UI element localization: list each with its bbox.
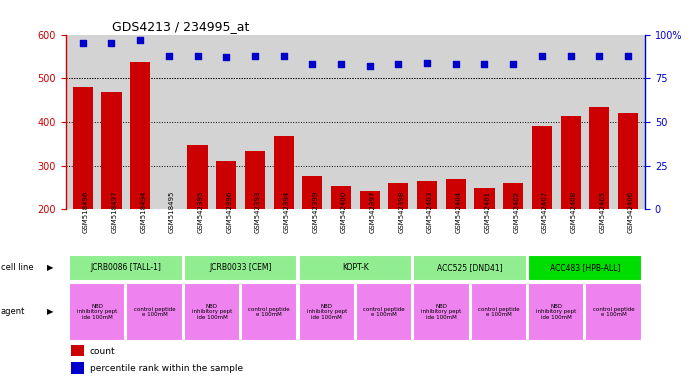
Point [192, 53, 203, 59]
Bar [299, 255, 412, 281]
Text: NBD
inhibitory pept
ide 100mM: NBD inhibitory pept ide 100mM [536, 304, 576, 320]
Bar [471, 283, 527, 341]
Point [106, 40, 117, 46]
Text: agent: agent [1, 308, 25, 316]
Bar [589, 107, 609, 297]
Text: control peptide
e 100mM: control peptide e 100mM [248, 306, 290, 318]
Bar [388, 183, 408, 297]
Text: NBD
inhibitory pept
ide 100mM: NBD inhibitory pept ide 100mM [306, 304, 347, 320]
Text: KOPT-K: KOPT-K [342, 263, 368, 272]
Point [593, 53, 604, 59]
Point [479, 61, 490, 67]
Bar [245, 151, 265, 297]
Point [307, 61, 318, 67]
Text: control peptide
e 100mM: control peptide e 100mM [363, 306, 405, 318]
Point [451, 61, 462, 67]
Point [278, 53, 289, 59]
Bar [130, 62, 150, 297]
Text: GSM542404: GSM542404 [456, 190, 462, 233]
Text: NBD
inhibitory pept
ide 100mM: NBD inhibitory pept ide 100mM [192, 304, 232, 320]
Point [508, 61, 519, 67]
Text: GSM542397: GSM542397 [370, 190, 375, 233]
Text: GSM542407: GSM542407 [542, 190, 548, 233]
Bar [532, 126, 552, 297]
Text: GSM542401: GSM542401 [484, 190, 491, 233]
Bar [71, 362, 84, 374]
Text: GSM542398: GSM542398 [398, 190, 404, 233]
Bar [528, 255, 642, 281]
Bar [503, 183, 523, 297]
Text: GSM542393: GSM542393 [255, 190, 261, 233]
Bar [241, 283, 297, 341]
Bar [359, 191, 380, 297]
Point [249, 53, 260, 59]
Text: JCRB0086 [TALL-1]: JCRB0086 [TALL-1] [90, 263, 161, 272]
Text: GSM542394: GSM542394 [284, 190, 290, 233]
Text: GSM542405: GSM542405 [599, 190, 605, 233]
Text: GSM542399: GSM542399 [313, 190, 318, 233]
Bar [560, 116, 580, 297]
Bar [273, 136, 294, 297]
Text: ACC525 [DND41]: ACC525 [DND41] [437, 263, 503, 272]
Text: GSM518494: GSM518494 [140, 190, 146, 233]
Bar [126, 283, 183, 341]
Text: NBD
inhibitory pept
ide 100mM: NBD inhibitory pept ide 100mM [77, 304, 117, 320]
Bar [299, 283, 355, 341]
Bar [475, 188, 495, 297]
Bar [586, 283, 642, 341]
Bar [159, 212, 179, 297]
Point [565, 53, 576, 59]
Text: ▶: ▶ [47, 263, 53, 272]
Text: control peptide
e 100mM: control peptide e 100mM [478, 306, 520, 318]
Bar [413, 255, 527, 281]
Text: GSM518497: GSM518497 [112, 190, 117, 233]
Point [335, 61, 346, 67]
Bar [618, 113, 638, 297]
Point [164, 53, 175, 59]
Text: ▶: ▶ [47, 308, 53, 316]
Point [221, 54, 232, 60]
Text: GSM542402: GSM542402 [513, 190, 519, 233]
Text: GSM542396: GSM542396 [226, 190, 233, 233]
Bar [71, 345, 84, 356]
Text: NBD
inhibitory pept
ide 100mM: NBD inhibitory pept ide 100mM [422, 304, 462, 320]
Bar [216, 161, 236, 297]
Point [393, 61, 404, 67]
Bar [302, 175, 322, 297]
Bar [417, 181, 437, 297]
Text: GSM542406: GSM542406 [628, 190, 634, 233]
Text: count: count [90, 347, 115, 356]
Text: GSM542403: GSM542403 [427, 190, 433, 233]
Text: ACC483 [HPB-ALL]: ACC483 [HPB-ALL] [550, 263, 620, 272]
Text: GSM518496: GSM518496 [83, 190, 89, 233]
Bar [69, 255, 183, 281]
Text: GSM542400: GSM542400 [341, 190, 347, 233]
Text: control peptide
e 100mM: control peptide e 100mM [593, 306, 634, 318]
Bar [413, 283, 470, 341]
Text: JCRB0033 [CEM]: JCRB0033 [CEM] [209, 263, 272, 272]
Point [422, 60, 433, 66]
Text: control peptide
e 100mM: control peptide e 100mM [134, 306, 175, 318]
Bar [69, 283, 125, 341]
Bar [184, 255, 297, 281]
Point [364, 63, 375, 69]
Text: cell line: cell line [1, 263, 33, 272]
Bar [446, 179, 466, 297]
Bar [101, 92, 121, 297]
Text: GSM518495: GSM518495 [169, 190, 175, 233]
Bar [356, 283, 412, 341]
Point [622, 53, 633, 59]
Bar [528, 283, 584, 341]
Text: percentile rank within the sample: percentile rank within the sample [90, 364, 243, 373]
Bar [72, 87, 93, 297]
Text: GSM542408: GSM542408 [571, 190, 577, 233]
Bar [184, 283, 240, 341]
Bar [331, 186, 351, 297]
Text: GDS4213 / 234995_at: GDS4213 / 234995_at [112, 20, 249, 33]
Text: GSM542395: GSM542395 [197, 190, 204, 233]
Point [536, 53, 547, 59]
Bar [188, 145, 208, 297]
Point [135, 37, 146, 43]
Point [77, 40, 88, 46]
